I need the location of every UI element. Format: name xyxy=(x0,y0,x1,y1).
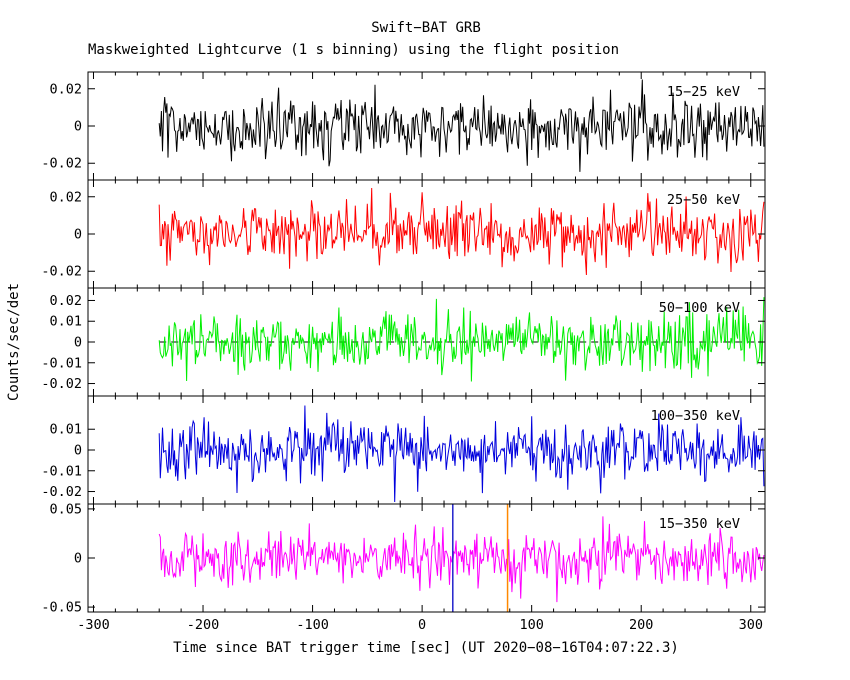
energy-band-label: 50−100 keV xyxy=(659,300,740,316)
y-tick-label: 0.02 xyxy=(49,293,82,309)
x-tick-label: 300 xyxy=(739,617,763,633)
y-tick-label: 0.01 xyxy=(49,422,82,438)
x-tick-label: -100 xyxy=(296,617,329,633)
x-axis-label: Time since BAT trigger time [sec] (UT 20… xyxy=(173,640,679,656)
panel-25-50-keV: 0.02 0 -0.02 25−50 keV xyxy=(41,179,766,289)
panel-100-350-keV: 0.01 0 -0.01 -0.02 100−350 keV xyxy=(41,395,766,505)
curve-100-350-keV xyxy=(158,405,765,503)
y-tick-label: -0.01 xyxy=(41,463,82,479)
x-tick-label: 100 xyxy=(519,617,543,633)
y-axis-label: Counts/sec/det xyxy=(6,283,22,401)
panel-50-100-keV: 0.02 0.01 0 -0.01 -0.02 50−100 keV xyxy=(41,287,766,397)
x-tick-label: 0 xyxy=(418,617,426,633)
x-tick-label: 200 xyxy=(629,617,653,633)
curve-25-50-keV xyxy=(158,187,765,276)
y-tick-label: 0 xyxy=(74,335,82,351)
chart-title: Swift−BAT GRB xyxy=(371,20,481,36)
y-tick-label: 0 xyxy=(74,227,82,243)
y-tick-label: -0.02 xyxy=(41,264,82,280)
curve-15-350-keV xyxy=(158,516,765,603)
panel-15-350-keV: 0.05 0 -0.05 15−350 keV xyxy=(41,501,766,616)
y-tick-label: -0.02 xyxy=(41,484,82,500)
y-tick-label: -0.05 xyxy=(41,600,82,616)
energy-band-label: 15−25 keV xyxy=(667,84,740,100)
chart-subtitle: Maskweighted Lightcurve (1 s binning) us… xyxy=(88,42,619,58)
panel-15-25-keV: 0.02 0 -0.02 15−25 keV xyxy=(41,71,766,181)
curve-15-25-keV xyxy=(158,79,765,172)
y-tick-label: 0 xyxy=(74,551,82,567)
y-tick-label: -0.02 xyxy=(41,376,82,392)
y-tick-label: 0.02 xyxy=(49,81,82,97)
x-tick-label: -300 xyxy=(77,617,110,633)
y-tick-label: 0 xyxy=(74,119,82,135)
y-tick-label: 0 xyxy=(74,443,82,459)
panel-border xyxy=(87,179,766,289)
curve-50-100-keV xyxy=(158,297,765,382)
energy-band-label: 25−50 keV xyxy=(667,192,740,208)
y-tick-label: -0.02 xyxy=(41,156,82,172)
y-tick-label: -0.01 xyxy=(41,355,82,371)
y-tick-label: 0.05 xyxy=(49,501,82,517)
y-tick-label: 0.02 xyxy=(49,189,82,205)
y-tick-label: 0.01 xyxy=(49,314,82,330)
energy-band-label: 100−350 keV xyxy=(651,408,740,424)
energy-band-label: 15−350 keV xyxy=(659,516,740,532)
x-tick-label: -200 xyxy=(187,617,220,633)
